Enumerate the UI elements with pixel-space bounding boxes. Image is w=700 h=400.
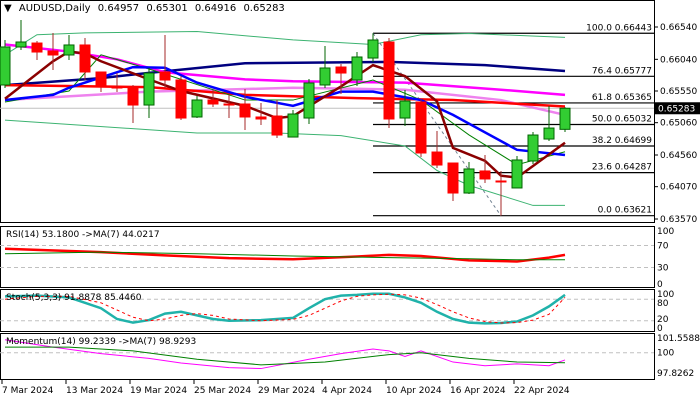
series-ma xyxy=(5,346,566,366)
indicator-title: Stoch(5,3,3) 91.8878 85.4460 xyxy=(6,293,142,303)
candle-body xyxy=(143,72,155,106)
candle-body xyxy=(303,82,315,119)
candle-body xyxy=(79,44,91,73)
candle-body xyxy=(127,86,139,106)
candle-body xyxy=(479,170,491,180)
candle-body xyxy=(223,103,235,106)
candle-body xyxy=(319,67,331,86)
candle-body xyxy=(543,127,555,140)
candle-body xyxy=(111,86,123,89)
y-tick-label: 0.64070 xyxy=(660,183,697,193)
candle-body xyxy=(495,180,507,183)
candle-body xyxy=(527,134,539,162)
line-bb-lower xyxy=(4,119,565,206)
last-price-label: 0.65283 xyxy=(658,104,695,114)
y-tick-label: 30 xyxy=(657,264,669,274)
dropdown-triangle-icon[interactable]: ▼ xyxy=(4,3,12,14)
candle-body xyxy=(239,103,251,118)
y-tick-label: 0.64560 xyxy=(660,151,697,161)
candle-body xyxy=(559,107,571,130)
fib-level-label: 23.6 0.64287 xyxy=(592,163,652,173)
candle-body xyxy=(191,99,203,118)
candle-body xyxy=(367,39,379,59)
close-value: 0.65283 xyxy=(243,3,285,14)
pane-frame-0 xyxy=(0,0,655,223)
pane-frame-2 xyxy=(0,289,655,332)
indicator-title: RSI(14) 53.1800 ->MA(7) 44.0217 xyxy=(6,230,160,240)
line-ema-blue xyxy=(4,65,566,157)
pane-frame-3 xyxy=(0,333,655,380)
candle-body xyxy=(0,46,11,86)
y-tick-label: 0.65550 xyxy=(660,87,697,97)
candle-body xyxy=(255,116,267,120)
candle-body xyxy=(447,162,459,194)
candle-body xyxy=(287,113,299,138)
candle-body xyxy=(415,101,427,154)
x-tick-label: 29 Mar 2024 xyxy=(258,386,315,396)
fib-level-label: 100.0 0.66443 xyxy=(586,23,652,33)
candle-body xyxy=(159,71,171,81)
candle-body xyxy=(271,115,283,136)
y-tick-label: 101.5588 xyxy=(657,334,700,344)
y-tick-label: 70 xyxy=(657,242,669,252)
candle-body xyxy=(63,44,75,56)
chart-header: ▼ AUDUSD,Daily 0.64957 0.65301 0.64916 0… xyxy=(4,3,289,14)
candle-body xyxy=(15,41,27,48)
fib-level-label: 0.0 0.63621 xyxy=(598,206,652,216)
low-value: 0.64916 xyxy=(194,3,237,14)
high-value: 0.65301 xyxy=(146,3,188,14)
fib-level-label: 76.4 0.65777 xyxy=(592,66,652,76)
x-tick-label: 19 Mar 2024 xyxy=(130,386,187,396)
series-signal xyxy=(4,293,566,324)
candle-body xyxy=(95,71,107,88)
y-tick-label: 0.66040 xyxy=(660,55,697,65)
y-tick-label: 0.63570 xyxy=(660,215,697,225)
open-value: 0.64957 xyxy=(97,3,140,14)
y-tick-label: 100 xyxy=(657,349,674,359)
candle-body xyxy=(207,99,219,105)
indicator-title: Momentum(14) 99.2339 ->MA(7) 98.9293 xyxy=(6,337,196,347)
candle-body xyxy=(383,41,395,120)
candle-body xyxy=(399,100,411,119)
y-tick-label: 80 xyxy=(657,299,669,309)
series-ma xyxy=(4,251,565,261)
candle-body xyxy=(47,50,59,56)
pane-frame-1 xyxy=(0,226,655,288)
fib-level-label: 50.0 0.65032 xyxy=(592,114,652,124)
y-tick-label: 0 xyxy=(657,324,663,334)
y-tick-label: 97.8262 xyxy=(657,369,694,379)
x-tick-label: 7 Mar 2024 xyxy=(2,386,54,396)
y-tick-label: 0.65060 xyxy=(660,119,697,129)
x-tick-label: 10 Apr 2024 xyxy=(386,386,442,396)
last-price-tag xyxy=(655,102,700,115)
candle-body xyxy=(335,66,347,74)
x-tick-label: 25 Mar 2024 xyxy=(194,386,251,396)
symbol-label: AUDUSD,Daily xyxy=(18,3,91,14)
fib-level-label: 38.2 0.64699 xyxy=(592,136,652,146)
y-tick-label: 0 xyxy=(657,280,663,290)
series-momentum xyxy=(4,339,566,370)
line-ma-red xyxy=(4,83,566,108)
fib-level-label: 61.8 0.65365 xyxy=(592,93,652,103)
y-tick-label: 100 xyxy=(657,290,674,300)
series-main xyxy=(4,292,566,325)
candle-body xyxy=(431,151,443,166)
series-rsi xyxy=(4,247,566,263)
x-tick-label: 4 Apr 2024 xyxy=(322,386,372,396)
candle-body xyxy=(31,42,43,53)
candle-body xyxy=(175,79,187,119)
candle-body xyxy=(351,56,363,81)
y-tick-label: 0.66540 xyxy=(660,23,697,33)
candle-body xyxy=(511,159,523,189)
x-tick-label: 13 Mar 2024 xyxy=(66,386,123,396)
candle-body xyxy=(463,168,475,194)
x-tick-label: 16 Apr 2024 xyxy=(450,386,506,396)
x-tick-label: 22 Apr 2024 xyxy=(514,386,570,396)
y-tick-label: 20 xyxy=(657,315,669,325)
y-tick-label: 100 xyxy=(657,227,674,237)
